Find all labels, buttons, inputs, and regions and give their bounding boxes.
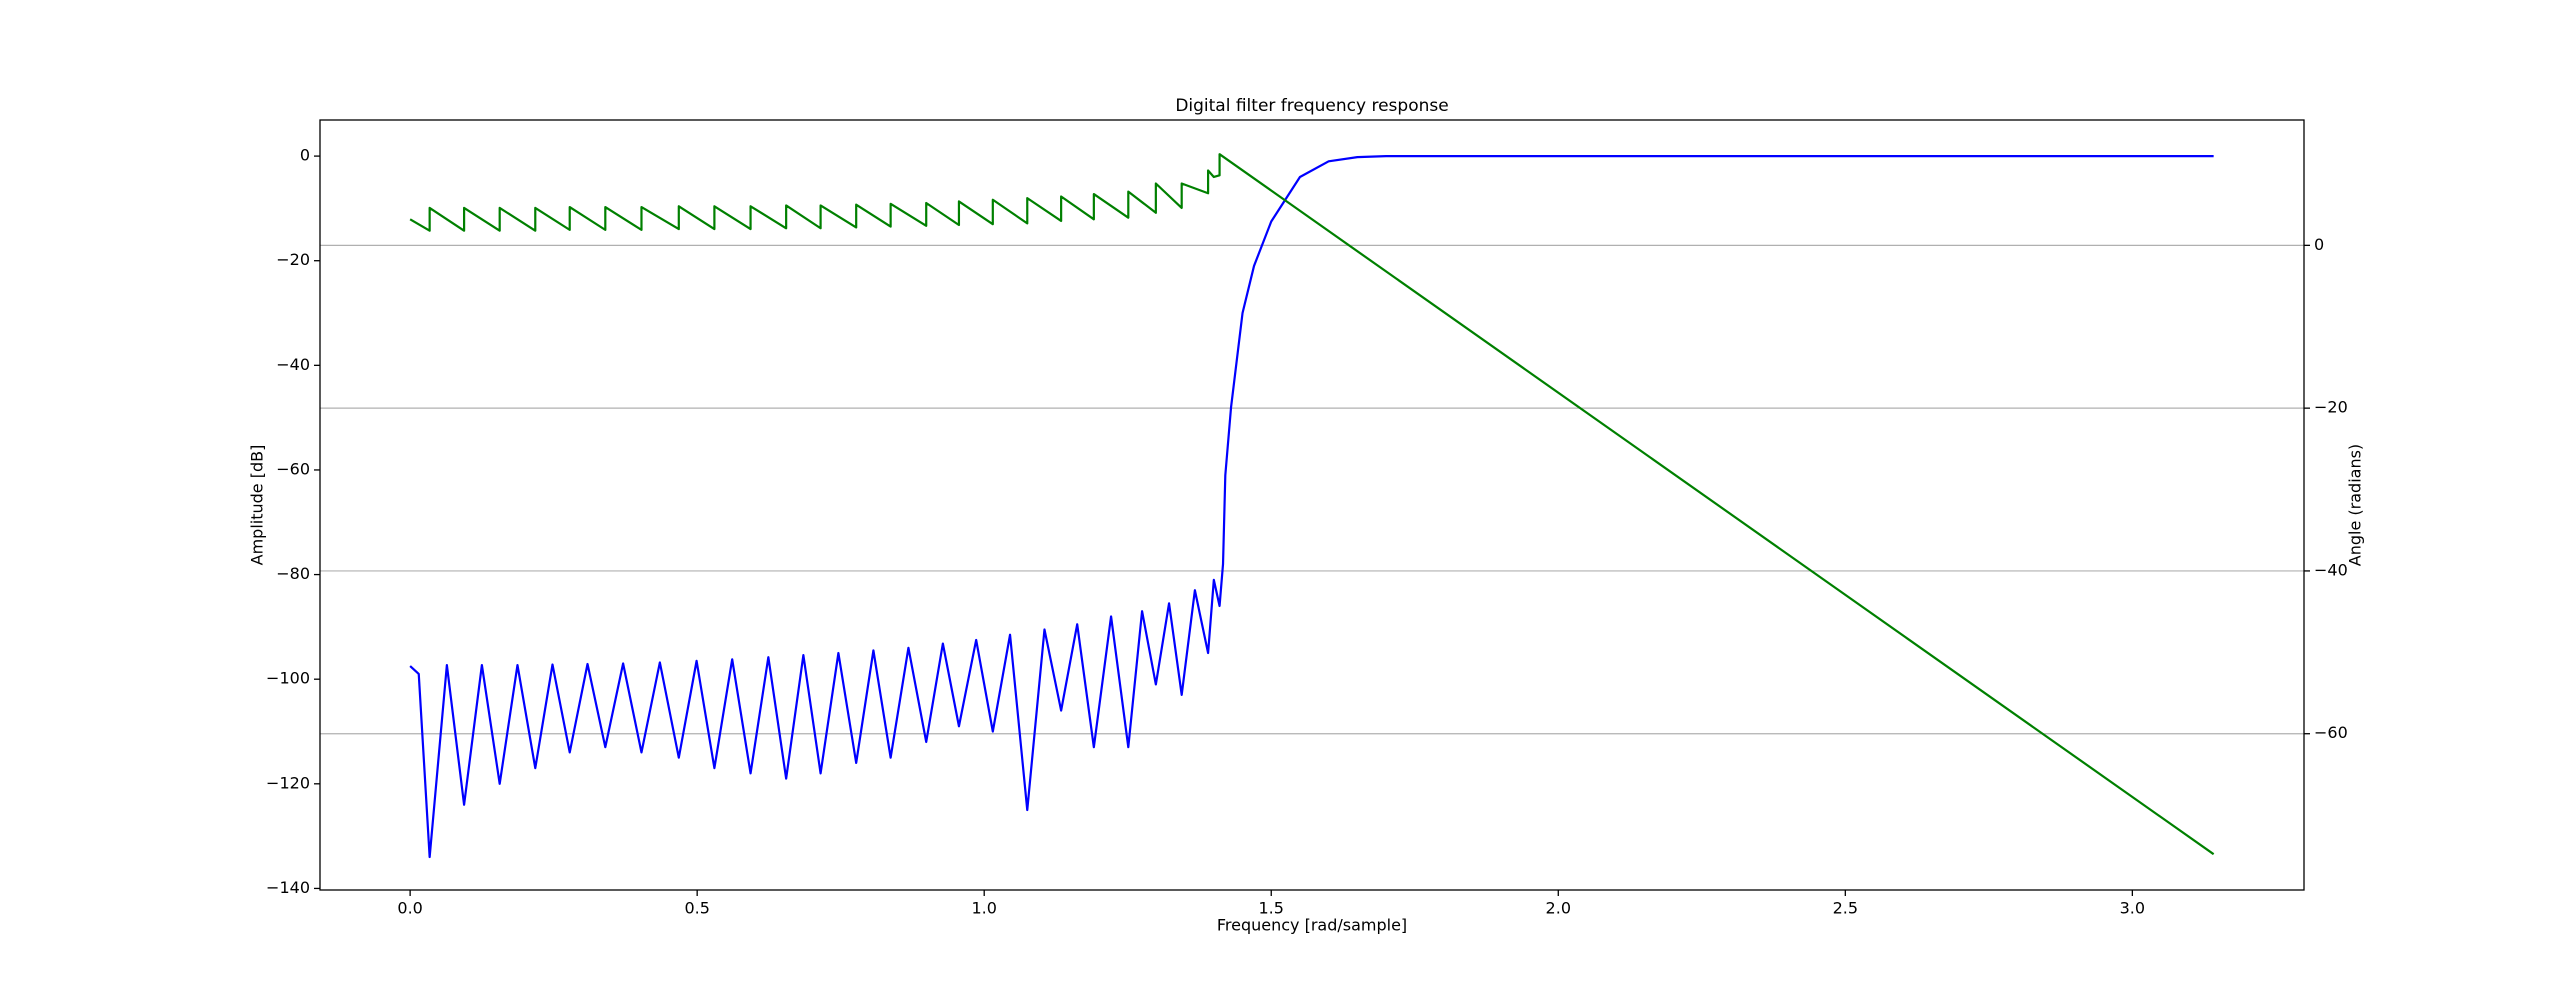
x-axis-label: Frequency [rad/sample] xyxy=(1217,916,1407,935)
y-tick-label: 0 xyxy=(300,146,310,165)
x-tick-label: 3.0 xyxy=(2120,899,2145,918)
y2-tick-label: −20 xyxy=(2314,398,2348,417)
y-tick-label: −120 xyxy=(266,773,310,792)
y-tick-label: −60 xyxy=(276,459,310,478)
x-tick-label: 2.0 xyxy=(1546,899,1571,918)
y-tick-label: −140 xyxy=(266,878,310,897)
y2-tick-label: 0 xyxy=(2314,235,2324,254)
y-axis-label: Amplitude [dB] xyxy=(248,445,267,566)
y-tick-label: −80 xyxy=(276,564,310,583)
y-tick-label: −40 xyxy=(276,355,310,374)
y2-tick-label: −40 xyxy=(2314,560,2348,579)
y2-tick-label: −60 xyxy=(2314,723,2348,742)
x-tick-label: 2.5 xyxy=(1833,899,1858,918)
y2-axis-label: Angle (radians) xyxy=(2346,444,2365,566)
x-tick-label: 1.0 xyxy=(971,899,996,918)
x-tick-label: 1.5 xyxy=(1259,899,1284,918)
series-line xyxy=(409,153,2215,856)
series-line xyxy=(409,154,2214,859)
y-tick-label: −100 xyxy=(266,669,310,688)
plot-frame xyxy=(319,119,2305,891)
chart-title: Digital filter frequency response xyxy=(1175,96,1448,116)
x-tick-label: 0.5 xyxy=(684,899,709,918)
x-tick-label: 0.0 xyxy=(397,899,422,918)
y-tick-label: −20 xyxy=(276,250,310,269)
